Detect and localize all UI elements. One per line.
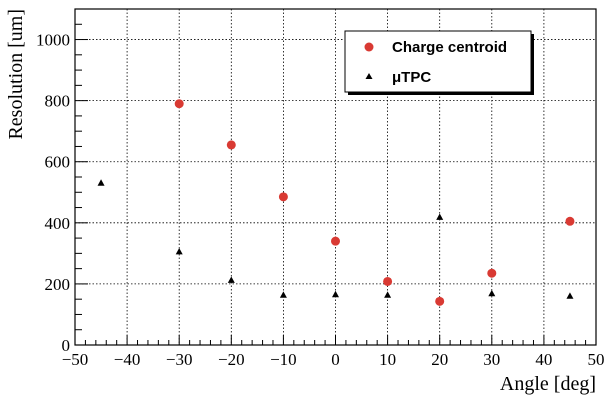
- x-tick-label: 30: [483, 350, 500, 369]
- legend: Charge centroid μTPC: [344, 30, 534, 95]
- utpc-point: [175, 248, 183, 255]
- charge-centroid-point: [565, 216, 575, 226]
- y-tick-label: 800: [45, 92, 71, 111]
- charge-centroid-point: [331, 236, 340, 246]
- y-axis-title: Resolution [um]: [5, 9, 27, 140]
- y-tick-label: 600: [45, 153, 71, 172]
- axes: −50 −40 −30 −20 −10 0 10 20 30 40 50 0 200 400 600 800 1…: [36, 8, 605, 369]
- utpc-point: [566, 292, 574, 299]
- utpc-point: [488, 289, 496, 297]
- utpc-point: [279, 291, 287, 298]
- utpc-point: [227, 276, 235, 283]
- x-tick-label: −40: [114, 350, 141, 369]
- utpc-point: [332, 290, 339, 298]
- x-tick-label: 10: [379, 350, 396, 369]
- x-tick-label: 20: [431, 350, 448, 369]
- y-tick-label: 200: [45, 275, 71, 294]
- charge-centroid-point: [383, 276, 393, 286]
- legend-box: [344, 30, 532, 93]
- utpc-point: [436, 213, 444, 220]
- y-tick-label: 400: [45, 214, 71, 233]
- x-tick-label: −50: [62, 350, 89, 369]
- x-tick-label: −20: [218, 350, 245, 369]
- x-tick-label: 50: [588, 350, 605, 369]
- x-axis-title: Angle [deg]: [500, 373, 596, 395]
- y-tick-label: 1000: [36, 31, 70, 50]
- legend-label-charge-centroid: Charge centroid: [392, 39, 507, 56]
- charge-centroid-point: [174, 99, 184, 109]
- x-tick-label: −30: [166, 350, 193, 369]
- charge-centroid-point: [278, 192, 288, 202]
- legend-label-utpc: μTPC: [392, 69, 431, 86]
- plot-frame: [74, 8, 597, 346]
- legend-marker-charge-centroid: [364, 42, 374, 52]
- x-tick-label: 40: [535, 350, 552, 369]
- x-tick-label: −10: [270, 350, 297, 369]
- utpc-point: [97, 179, 105, 186]
- charge-centroid-point: [435, 296, 445, 306]
- charge-centroid-point: [226, 140, 236, 150]
- data-markers: [97, 99, 575, 306]
- y-tick-label: 0: [62, 336, 71, 355]
- x-tick-label: 0: [331, 350, 340, 369]
- charge-centroid-point: [487, 268, 497, 278]
- utpc-point: [384, 291, 392, 298]
- legend-marker-utpc: [365, 73, 373, 79]
